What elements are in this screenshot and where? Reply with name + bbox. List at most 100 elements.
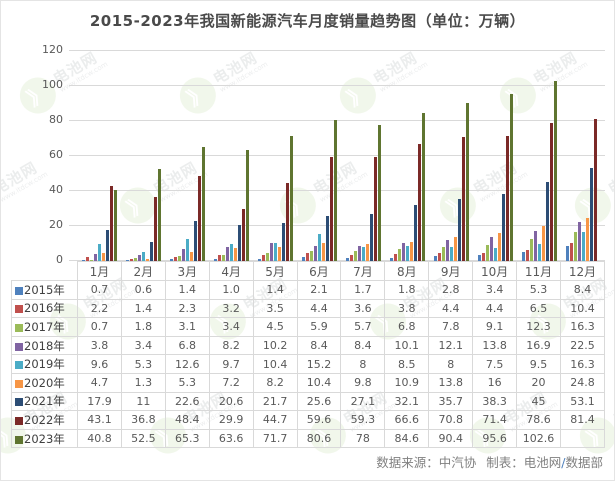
bar — [525, 249, 529, 261]
bar — [149, 241, 153, 261]
bar — [421, 112, 425, 261]
bar — [257, 258, 261, 261]
bar — [521, 251, 525, 261]
value-cell: 1.4 — [164, 280, 210, 300]
year-label: 2021年 — [24, 394, 65, 409]
bar — [305, 253, 309, 261]
bar — [289, 135, 293, 261]
bar — [465, 102, 469, 261]
bar — [565, 246, 569, 261]
value-cell: 3.4 — [472, 280, 518, 300]
value-cell: 3.2 — [208, 298, 254, 319]
bar — [261, 254, 265, 261]
value-cell: 8 — [428, 354, 474, 374]
value-cell: 6.8 — [384, 317, 430, 337]
footer-note: 数据来源：中汽协 制表：电池网/数据部 — [376, 452, 603, 471]
bar — [581, 232, 585, 261]
value-cell: 12.6 — [164, 354, 210, 374]
value-cell: 65.3 — [164, 428, 210, 449]
value-cell: 3.4 — [120, 335, 166, 356]
bar — [533, 231, 537, 261]
legend-swatch — [15, 416, 23, 425]
bar — [229, 244, 233, 261]
month-header-cell: 5月 — [252, 261, 298, 281]
bar — [177, 255, 181, 261]
value-cell: 1.3 — [120, 372, 166, 393]
value-cell: 10.1 — [384, 335, 430, 356]
value-cell: 5.9 — [296, 317, 342, 337]
value-cell: 13.8 — [472, 335, 518, 356]
value-cell: 10.4 — [252, 354, 298, 374]
month-header-cell: 12月 — [559, 261, 606, 281]
value-cell: 2.1 — [296, 280, 342, 300]
value-cell: 9.5 — [516, 354, 561, 374]
value-cell: 59.6 — [296, 410, 342, 430]
legend-swatch — [15, 361, 23, 370]
bar — [457, 198, 461, 261]
year-label: 2018年 — [24, 338, 65, 353]
bar — [157, 169, 161, 261]
value-cell: 10.2 — [252, 335, 298, 356]
month-header-cell: 4月 — [208, 261, 254, 281]
value-cell: 43.1 — [77, 410, 122, 430]
month-header-cell: 2月 — [120, 261, 166, 281]
bar — [133, 257, 137, 261]
bar — [285, 182, 289, 261]
bar — [461, 137, 465, 261]
value-cell: 21.7 — [252, 391, 298, 412]
bar-group — [77, 51, 121, 261]
bar — [217, 255, 221, 261]
value-cell: 78.6 — [516, 410, 561, 430]
bar — [389, 257, 393, 261]
value-cell: 45 — [516, 391, 561, 412]
bar — [445, 239, 449, 261]
bar — [529, 239, 533, 261]
bar-group — [561, 51, 605, 261]
bar — [493, 247, 497, 261]
month-header-cell: 11月 — [516, 261, 561, 281]
bar — [361, 247, 365, 261]
y-axis-label: 40 — [49, 183, 63, 196]
month-header-cell: 3月 — [164, 261, 210, 281]
gridline — [69, 85, 605, 86]
value-cell: 3.4 — [208, 317, 254, 337]
bar — [393, 254, 397, 261]
value-cell: 1.4 — [252, 280, 298, 300]
bar — [245, 149, 249, 261]
year-label: 2016年 — [24, 301, 65, 316]
value-cell: 9.1 — [472, 317, 518, 337]
gridline — [69, 225, 605, 226]
value-cell: 17.9 — [77, 391, 122, 412]
legend-swatch — [15, 379, 23, 388]
bar — [353, 251, 357, 261]
value-cell: 2.2 — [77, 298, 122, 319]
value-cell: 27.1 — [340, 391, 386, 412]
year-label-cell: 2023年 — [11, 428, 78, 449]
bar — [313, 246, 317, 261]
value-cell: 10.4 — [296, 372, 342, 393]
value-cell: 9.8 — [340, 372, 386, 393]
bar — [201, 146, 205, 261]
bar — [545, 182, 549, 261]
value-cell: 7.8 — [428, 317, 474, 337]
value-cell: 8.4 — [559, 280, 606, 300]
value-cell: 8.4 — [296, 335, 342, 356]
year-label-cell: 2020年 — [11, 372, 78, 393]
bar — [269, 243, 273, 261]
year-row: 2019年 9.6 5.3 12.6 9.7 10.4 15.2 8 8.5 8 7.5 9.5 16.… — [11, 354, 606, 374]
value-cell: 2.3 — [164, 298, 210, 319]
bar — [97, 244, 101, 261]
footer-source: 数据来源：中汽协 — [376, 455, 477, 470]
bar — [189, 251, 193, 261]
month-header-row: 1月 2月 3月 4月 5月 6月 7月 8月 9月 10月 11月 12月 — [12, 261, 606, 281]
value-cell: 6.5 — [516, 298, 561, 319]
bar-group — [341, 51, 385, 261]
bar — [101, 252, 105, 261]
bar — [345, 258, 349, 261]
bar — [193, 221, 197, 261]
bar — [405, 246, 409, 261]
value-cell: 6.8 — [164, 335, 210, 356]
value-cell: 1.0 — [208, 280, 254, 300]
value-cell: 22.5 — [559, 335, 606, 356]
bar — [137, 255, 141, 261]
